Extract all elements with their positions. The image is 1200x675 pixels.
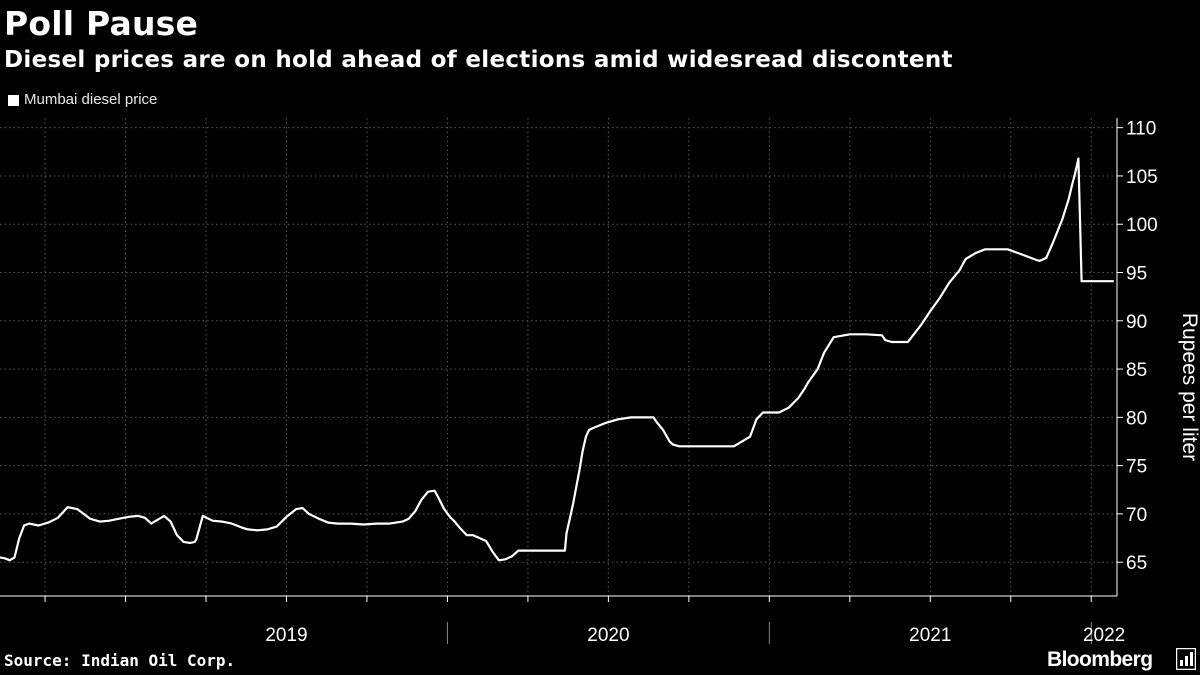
y-tick-label: 85	[1126, 360, 1147, 381]
legend-label: Mumbai diesel price	[24, 91, 158, 108]
series-layer	[0, 157, 1114, 562]
legend: Mumbai diesel price	[8, 90, 157, 110]
y-tick-labels: 65 70 75 80 85 90 95 100 105 110	[1126, 119, 1158, 575]
y-tick-label: 95	[1126, 264, 1147, 285]
bloomberg-logo: Bloomberg	[1047, 648, 1153, 671]
y-tick-label: 65	[1126, 553, 1147, 574]
legend-swatch	[8, 94, 19, 106]
y-tick-label: 105	[1126, 167, 1158, 188]
y-axis-label: Rupees per liter	[1178, 313, 1200, 461]
y-tick-label: 90	[1126, 312, 1147, 333]
y-tick-label: 70	[1126, 505, 1147, 526]
source-note: Source: Indian Oil Corp.	[4, 651, 236, 670]
x-tick-label: 2019	[265, 625, 307, 646]
y-tick-label: 80	[1126, 408, 1147, 429]
axes	[0, 118, 1123, 644]
x-tick-label: 2020	[587, 625, 629, 646]
series-line	[0, 157, 1114, 562]
chart-subtitle: Diesel prices are on hold ahead of elect…	[4, 47, 953, 73]
y-tick-label: 110	[1126, 119, 1156, 140]
x-tick-label: 2022	[1083, 625, 1125, 646]
gridlines	[0, 118, 1117, 596]
chart-title: Poll Pause	[4, 4, 199, 43]
x-tick-labels: 2019 2020 2021 2022	[265, 625, 1125, 646]
y-tick-label: 100	[1126, 215, 1158, 236]
bloomberg-terminal-icon	[1176, 648, 1196, 670]
y-tick-label: 75	[1126, 457, 1147, 478]
x-tick-label: 2021	[909, 625, 951, 646]
